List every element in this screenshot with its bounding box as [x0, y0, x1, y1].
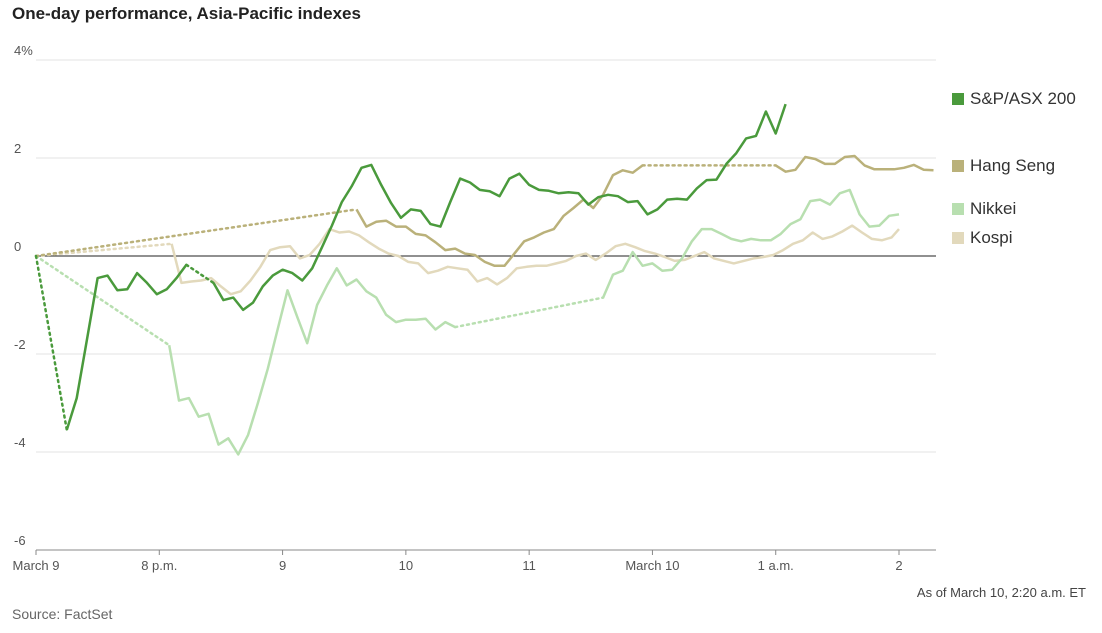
x-tick-label: 8 p.m. — [141, 558, 177, 573]
series-line-kospi — [170, 224, 900, 296]
legend-swatch-asx — [952, 93, 964, 105]
series-lines — [34, 103, 934, 456]
series-line-nikkei — [601, 188, 900, 299]
series-line-s-p-asx-200 — [65, 264, 188, 431]
y-tick-label: -4 — [14, 435, 26, 450]
series-gap-nikkei — [34, 254, 171, 347]
series-gap-s-p-asx-200 — [34, 254, 69, 432]
x-axis: March 9 8 p.m. 9 10 11 March 10 1 a.m. 2 — [13, 549, 936, 573]
legend-swatch-hang-seng — [952, 160, 964, 172]
series-line-nikkei — [167, 267, 456, 456]
series-line-hang-seng — [355, 164, 644, 268]
source-note: Source: FactSet — [12, 606, 113, 622]
legend-swatch-kospi — [952, 232, 964, 244]
legend-label-hang-seng: Hang Seng — [970, 156, 1056, 175]
x-tick-label: 11 — [522, 558, 536, 573]
y-tick-label: 4% — [14, 43, 33, 58]
series-gap-nikkei — [453, 296, 605, 329]
x-tick-label: 2 — [895, 558, 902, 573]
y-tick-label: -6 — [14, 533, 26, 548]
legend-label-asx: S&P/ASX 200 — [970, 89, 1076, 108]
x-tick-label: March 9 — [13, 558, 60, 573]
series-gap-s-p-asx-200 — [185, 263, 215, 285]
legend-item-hang-seng: Hang Seng — [952, 156, 1055, 176]
legend-item-kospi: Kospi — [952, 228, 1013, 248]
series-gap-hang-seng — [34, 208, 358, 258]
grid — [36, 59, 936, 551]
as-of-note: As of March 10, 2:20 a.m. ET — [916, 585, 1086, 600]
x-tick-label: 10 — [399, 558, 413, 573]
y-tick-label: 2 — [14, 141, 21, 156]
series-gap-kospi — [34, 242, 173, 258]
series-line-hang-seng — [775, 154, 934, 173]
x-tick-label: 9 — [279, 558, 286, 573]
y-tick-label: 0 — [14, 239, 21, 254]
chart-title: One-day performance, Asia-Pacific indexe… — [12, 4, 361, 23]
legend-swatch-nikkei — [952, 203, 964, 215]
y-axis-labels: 4% 2 0 -2 -4 -6 — [14, 43, 33, 548]
legend-label-nikkei: Nikkei — [970, 199, 1017, 218]
series-line-s-p-asx-200 — [212, 103, 787, 312]
x-tick-label: March 10 — [625, 558, 679, 573]
x-tick-label: 1 a.m. — [758, 558, 794, 573]
legend-item-nikkei: Nikkei — [952, 199, 1016, 219]
legend-label-kospi: Kospi — [970, 228, 1013, 247]
y-tick-label: -2 — [14, 337, 26, 352]
legend-item-asx: S&P/ASX 200 — [952, 89, 1076, 109]
